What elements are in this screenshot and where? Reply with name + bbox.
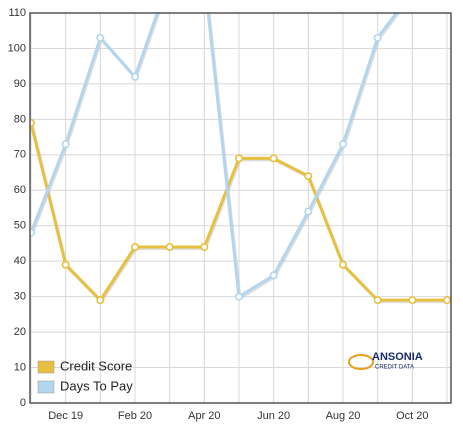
legend-swatch — [37, 360, 55, 374]
point — [235, 292, 244, 301]
logo-icon — [348, 354, 374, 370]
x-tick-label: Dec 19 — [48, 410, 83, 422]
point — [61, 260, 70, 269]
point — [373, 296, 382, 305]
point — [269, 271, 278, 280]
y-tick-label: 100 — [8, 42, 26, 54]
y-tick-label: 40 — [14, 255, 26, 267]
grid — [30, 12, 451, 404]
plot-area — [30, 13, 451, 305]
y-tick-label: 70 — [14, 149, 26, 161]
point — [200, 243, 209, 252]
legend-swatch — [37, 380, 55, 394]
point — [165, 243, 174, 252]
legend-label: Credit Score — [60, 358, 132, 373]
series-line — [30, 13, 399, 300]
point — [304, 172, 313, 181]
logo-tagline: CREDIT DATA — [375, 365, 414, 371]
x-tick-label: Oct 20 — [396, 410, 428, 422]
logo: ANSONIA CREDIT DATA — [348, 351, 423, 371]
y-tick-label: 80 — [14, 113, 26, 125]
x-tick-label: Jun 20 — [257, 410, 290, 422]
y-tick-label: 60 — [14, 184, 26, 196]
point — [338, 140, 347, 149]
y-tick-label: 0 — [20, 397, 26, 409]
point — [442, 296, 451, 305]
point — [96, 296, 105, 305]
point — [131, 72, 140, 81]
point — [373, 33, 382, 42]
y-tick-label: 10 — [14, 361, 26, 373]
legend-label: Days To Pay — [60, 378, 133, 393]
point — [131, 243, 140, 252]
point — [338, 260, 347, 269]
x-tick-label: Apr 20 — [188, 410, 220, 422]
point — [30, 118, 35, 127]
logo-name: ANSONIA — [372, 351, 423, 363]
x-tick-label: Aug 20 — [326, 410, 361, 422]
series-line-shadow — [30, 124, 448, 305]
y-tick-label: 20 — [14, 326, 26, 338]
y-tick-label: 90 — [14, 78, 26, 90]
point — [269, 154, 278, 163]
y-tick-label: 50 — [14, 220, 26, 232]
point — [408, 296, 417, 305]
plot-border — [29, 12, 452, 404]
y-tick-label: 30 — [14, 291, 26, 303]
x-tick-label: Feb 20 — [118, 410, 152, 422]
point — [304, 207, 313, 216]
y-tick-label: 110 — [8, 7, 26, 19]
point — [235, 154, 244, 163]
point — [30, 228, 35, 237]
point — [61, 140, 70, 149]
point — [96, 33, 105, 42]
